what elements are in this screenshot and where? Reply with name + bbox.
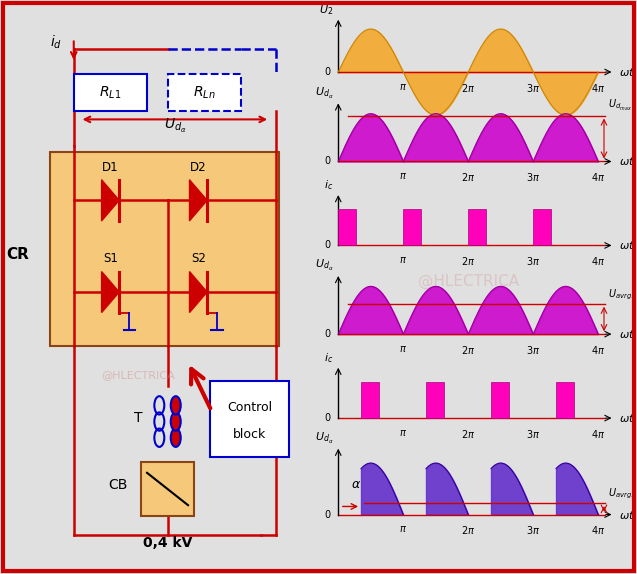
- Text: block: block: [233, 428, 266, 441]
- Text: $U_{d_\alpha}$: $U_{d_\alpha}$: [315, 430, 333, 446]
- Text: 0: 0: [324, 157, 330, 166]
- Text: 0: 0: [324, 67, 330, 77]
- FancyBboxPatch shape: [50, 152, 279, 346]
- Text: $3\pi$: $3\pi$: [526, 344, 540, 356]
- Text: $\pi$: $\pi$: [399, 344, 407, 354]
- Text: Control: Control: [227, 401, 272, 414]
- FancyBboxPatch shape: [74, 73, 147, 111]
- Polygon shape: [102, 180, 119, 221]
- Text: $\omega t$: $\omega t$: [619, 328, 635, 340]
- FancyBboxPatch shape: [338, 209, 357, 246]
- Text: $4\pi$: $4\pi$: [591, 255, 605, 267]
- FancyBboxPatch shape: [141, 462, 194, 516]
- Text: $\pi$: $\pi$: [399, 428, 407, 438]
- Circle shape: [171, 412, 181, 430]
- Text: $3\pi$: $3\pi$: [526, 171, 540, 183]
- FancyBboxPatch shape: [426, 382, 444, 418]
- Text: $R_{Ln}$: $R_{Ln}$: [193, 84, 215, 100]
- Polygon shape: [102, 272, 119, 313]
- Text: $R_{L1}$: $R_{L1}$: [99, 84, 122, 100]
- Text: $\omega t$: $\omega t$: [619, 239, 635, 251]
- Text: $2\pi$: $2\pi$: [461, 82, 475, 94]
- Text: $U_2$: $U_2$: [319, 3, 333, 17]
- Text: @HLECTRICA: @HLECTRICA: [418, 274, 519, 289]
- Circle shape: [171, 429, 181, 447]
- Text: $U_{d_\alpha}$: $U_{d_\alpha}$: [315, 86, 333, 100]
- Text: $\omega t$: $\omega t$: [619, 509, 635, 521]
- Text: $4\pi$: $4\pi$: [591, 428, 605, 440]
- Text: D1: D1: [102, 161, 118, 174]
- Text: $U_{d_\alpha}$: $U_{d_\alpha}$: [315, 258, 333, 273]
- FancyBboxPatch shape: [403, 209, 422, 246]
- Text: $3\pi$: $3\pi$: [526, 82, 540, 94]
- Text: $\pi$: $\pi$: [399, 524, 407, 534]
- FancyBboxPatch shape: [168, 73, 241, 111]
- Text: $2\pi$: $2\pi$: [461, 171, 475, 183]
- Text: $2\pi$: $2\pi$: [461, 524, 475, 536]
- Text: $2\pi$: $2\pi$: [461, 255, 475, 267]
- Text: 0,4 kV: 0,4 kV: [143, 536, 192, 550]
- Text: $i_c$: $i_c$: [324, 351, 333, 365]
- Text: $2\pi$: $2\pi$: [461, 428, 475, 440]
- Text: $3\pi$: $3\pi$: [526, 524, 540, 536]
- Text: $4\pi$: $4\pi$: [591, 82, 605, 94]
- Text: $\pi$: $\pi$: [399, 255, 407, 265]
- FancyBboxPatch shape: [361, 382, 379, 418]
- Text: $4\pi$: $4\pi$: [591, 344, 605, 356]
- Text: @HLECTRICA: @HLECTRICA: [101, 370, 175, 381]
- Text: $U_{avrg.}$: $U_{avrg.}$: [608, 487, 634, 501]
- FancyBboxPatch shape: [210, 381, 289, 457]
- Text: $i_d$: $i_d$: [50, 33, 62, 51]
- Text: 0: 0: [324, 329, 330, 339]
- Text: 0: 0: [324, 241, 330, 250]
- Text: $2\pi$: $2\pi$: [461, 344, 475, 356]
- Text: $\pi$: $\pi$: [399, 82, 407, 92]
- Text: CR: CR: [6, 247, 29, 262]
- Text: $4\pi$: $4\pi$: [591, 524, 605, 536]
- Circle shape: [171, 396, 181, 414]
- Text: $i_c$: $i_c$: [324, 179, 333, 192]
- Text: CB: CB: [108, 478, 127, 492]
- Text: $4\pi$: $4\pi$: [591, 171, 605, 183]
- Text: $\omega t$: $\omega t$: [619, 156, 635, 168]
- Text: S2: S2: [191, 253, 206, 265]
- Text: $\omega t$: $\omega t$: [619, 412, 635, 424]
- Text: $\alpha$: $\alpha$: [351, 478, 361, 491]
- Text: S1: S1: [103, 253, 118, 265]
- Polygon shape: [190, 180, 207, 221]
- Text: 0: 0: [324, 413, 330, 423]
- Text: $3\pi$: $3\pi$: [526, 428, 540, 440]
- Text: D2: D2: [190, 161, 206, 174]
- Text: $\pi$: $\pi$: [399, 171, 407, 181]
- FancyBboxPatch shape: [468, 209, 487, 246]
- FancyBboxPatch shape: [491, 382, 509, 418]
- Text: $U_{d_{max}}$: $U_{d_{max}}$: [608, 98, 632, 114]
- Text: $U_{avrg.}$: $U_{avrg.}$: [608, 287, 634, 301]
- Text: $3\pi$: $3\pi$: [526, 255, 540, 267]
- FancyBboxPatch shape: [556, 382, 574, 418]
- Text: T: T: [134, 410, 143, 425]
- Text: $\omega t$: $\omega t$: [619, 66, 635, 78]
- Text: 0: 0: [324, 510, 330, 519]
- FancyBboxPatch shape: [533, 209, 552, 246]
- Polygon shape: [190, 272, 207, 313]
- Text: $U_{d_\alpha}$: $U_{d_\alpha}$: [164, 117, 186, 135]
